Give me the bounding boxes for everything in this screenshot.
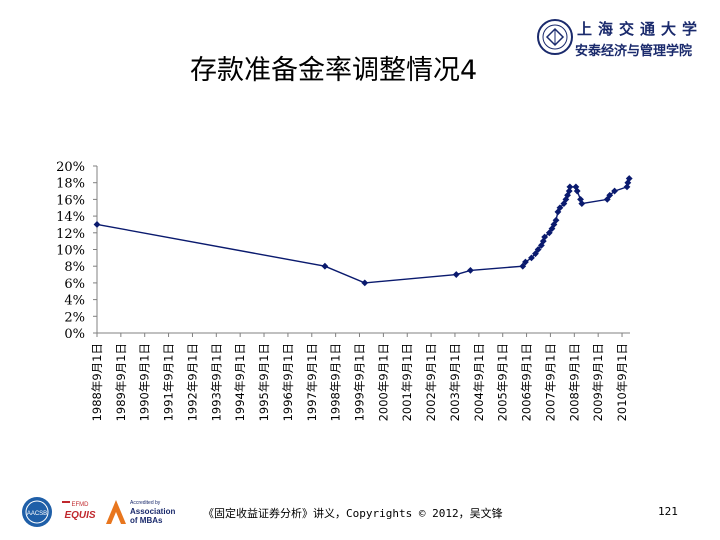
- data-point-marker: [577, 196, 584, 203]
- data-point-marker: [566, 183, 574, 191]
- data-point-marker: [321, 262, 329, 270]
- x-tick-label: 2002年9月1日: [424, 343, 438, 421]
- data-point-marker: [556, 204, 564, 212]
- data-point-marker: [361, 279, 369, 287]
- aacsb-label: AACSB: [27, 511, 47, 517]
- x-tick-label: 1993年9月1日: [209, 343, 223, 421]
- data-point-marker: [93, 221, 101, 228]
- y-tick-label: 8%: [64, 260, 85, 275]
- x-tick-label: 2009年9月1日: [591, 343, 605, 421]
- data-point-marker: [532, 250, 539, 258]
- y-tick-label: 2%: [64, 310, 85, 325]
- amba-line-1: Association: [130, 507, 175, 516]
- data-point-marker: [545, 229, 553, 237]
- x-tick-label: 1988年9月1日: [90, 343, 104, 421]
- y-tick-label: 12%: [56, 227, 85, 242]
- x-tick-label: 2004年9月1日: [472, 343, 486, 421]
- x-tick-label: 2005年9月1日: [496, 343, 510, 421]
- data-point-marker: [625, 175, 633, 182]
- data-point-marker: [573, 187, 581, 195]
- data-point-marker: [467, 266, 474, 274]
- logo-line-1: 上海交通大学: [577, 20, 704, 38]
- data-point-marker: [565, 187, 573, 195]
- y-axis: 0% 2%4% 6% 8%10% 12% 14% 16%18% 20%: [56, 160, 98, 342]
- x-tick-label: 1996年9月1日: [281, 343, 295, 421]
- y-tick-label: 20%: [56, 160, 85, 175]
- x-tick-label: 1989年9月1日: [114, 343, 128, 421]
- series-line: [93, 175, 633, 287]
- data-point-marker: [611, 187, 618, 195]
- data-point-marker: [552, 216, 560, 224]
- x-tick-label: 1999年9月1日: [352, 343, 366, 421]
- x-tick-label: 2001年9月1日: [400, 343, 414, 421]
- y-tick-label: 14%: [56, 210, 85, 225]
- y-tick-label: 0%: [64, 327, 85, 342]
- x-tick-label: 1998年9月1日: [329, 343, 343, 421]
- x-axis: 1988年9月1日 1989年9月1日 1990年9月1日 1991年9月1日 1992…: [90, 332, 630, 421]
- efmd-label: EFMD: [72, 502, 90, 508]
- university-emblem-icon: [537, 19, 573, 55]
- x-tick-label: 1997年9月1日: [305, 343, 319, 421]
- amba-line-2: of MBAs: [130, 516, 163, 525]
- x-tick-label: 2006年9月1日: [520, 343, 534, 421]
- data-point-marker: [606, 191, 614, 199]
- data-point-marker: [578, 200, 586, 207]
- data-point-marker: [522, 258, 529, 266]
- x-tick-label: 1994年9月1日: [233, 343, 247, 421]
- x-tick-label: 2003年9月1日: [448, 343, 462, 421]
- data-point-marker: [541, 233, 549, 241]
- x-tick-label: 1995年9月1日: [257, 343, 271, 421]
- data-point-marker: [528, 254, 535, 262]
- equis-label: EQUIS: [64, 510, 95, 521]
- y-tick-label: 18%: [56, 177, 85, 192]
- slide-title: 存款准备金率调整情况4: [190, 55, 478, 86]
- data-point-marker: [519, 262, 527, 270]
- university-logo: 上海交通大学 安泰经济与管理学院: [535, 12, 715, 72]
- page-number: 121: [658, 505, 678, 518]
- data-point-marker: [564, 191, 571, 199]
- x-tick-label: 2010年9月1日: [615, 343, 629, 421]
- data-point-marker: [534, 246, 542, 253]
- x-tick-label: 2007年9月1日: [543, 343, 557, 421]
- logo-line-2: 安泰经济与管理学院: [575, 44, 693, 59]
- x-tick-label: 1992年9月1日: [185, 343, 199, 421]
- amba-logo: Accredited by Association of MBAs: [106, 500, 175, 525]
- x-tick-label: 1991年9月1日: [162, 343, 176, 421]
- equis-logo: EFMD EQUIS: [62, 501, 96, 521]
- y-tick-label: 4%: [64, 294, 85, 309]
- amba-accredited-label: Accredited by: [130, 500, 161, 506]
- data-point-marker: [452, 271, 460, 278]
- y-tick-label: 10%: [56, 244, 85, 259]
- y-tick-label: 6%: [64, 277, 85, 292]
- x-tick-label: 2000年9月1日: [376, 343, 390, 421]
- y-tick-label: 16%: [56, 193, 85, 208]
- footer-copyright: 《固定收益证券分析》讲义，Copyrights © 2012，吴文锋: [203, 507, 503, 520]
- x-tick-label: 1990年9月1日: [138, 343, 152, 421]
- aacsb-logo: AACSB: [22, 497, 52, 527]
- x-tick-label: 2008年9月1日: [567, 343, 581, 421]
- accreditation-logos: AACSB EFMD EQUIS Accredited by Associati…: [20, 492, 180, 532]
